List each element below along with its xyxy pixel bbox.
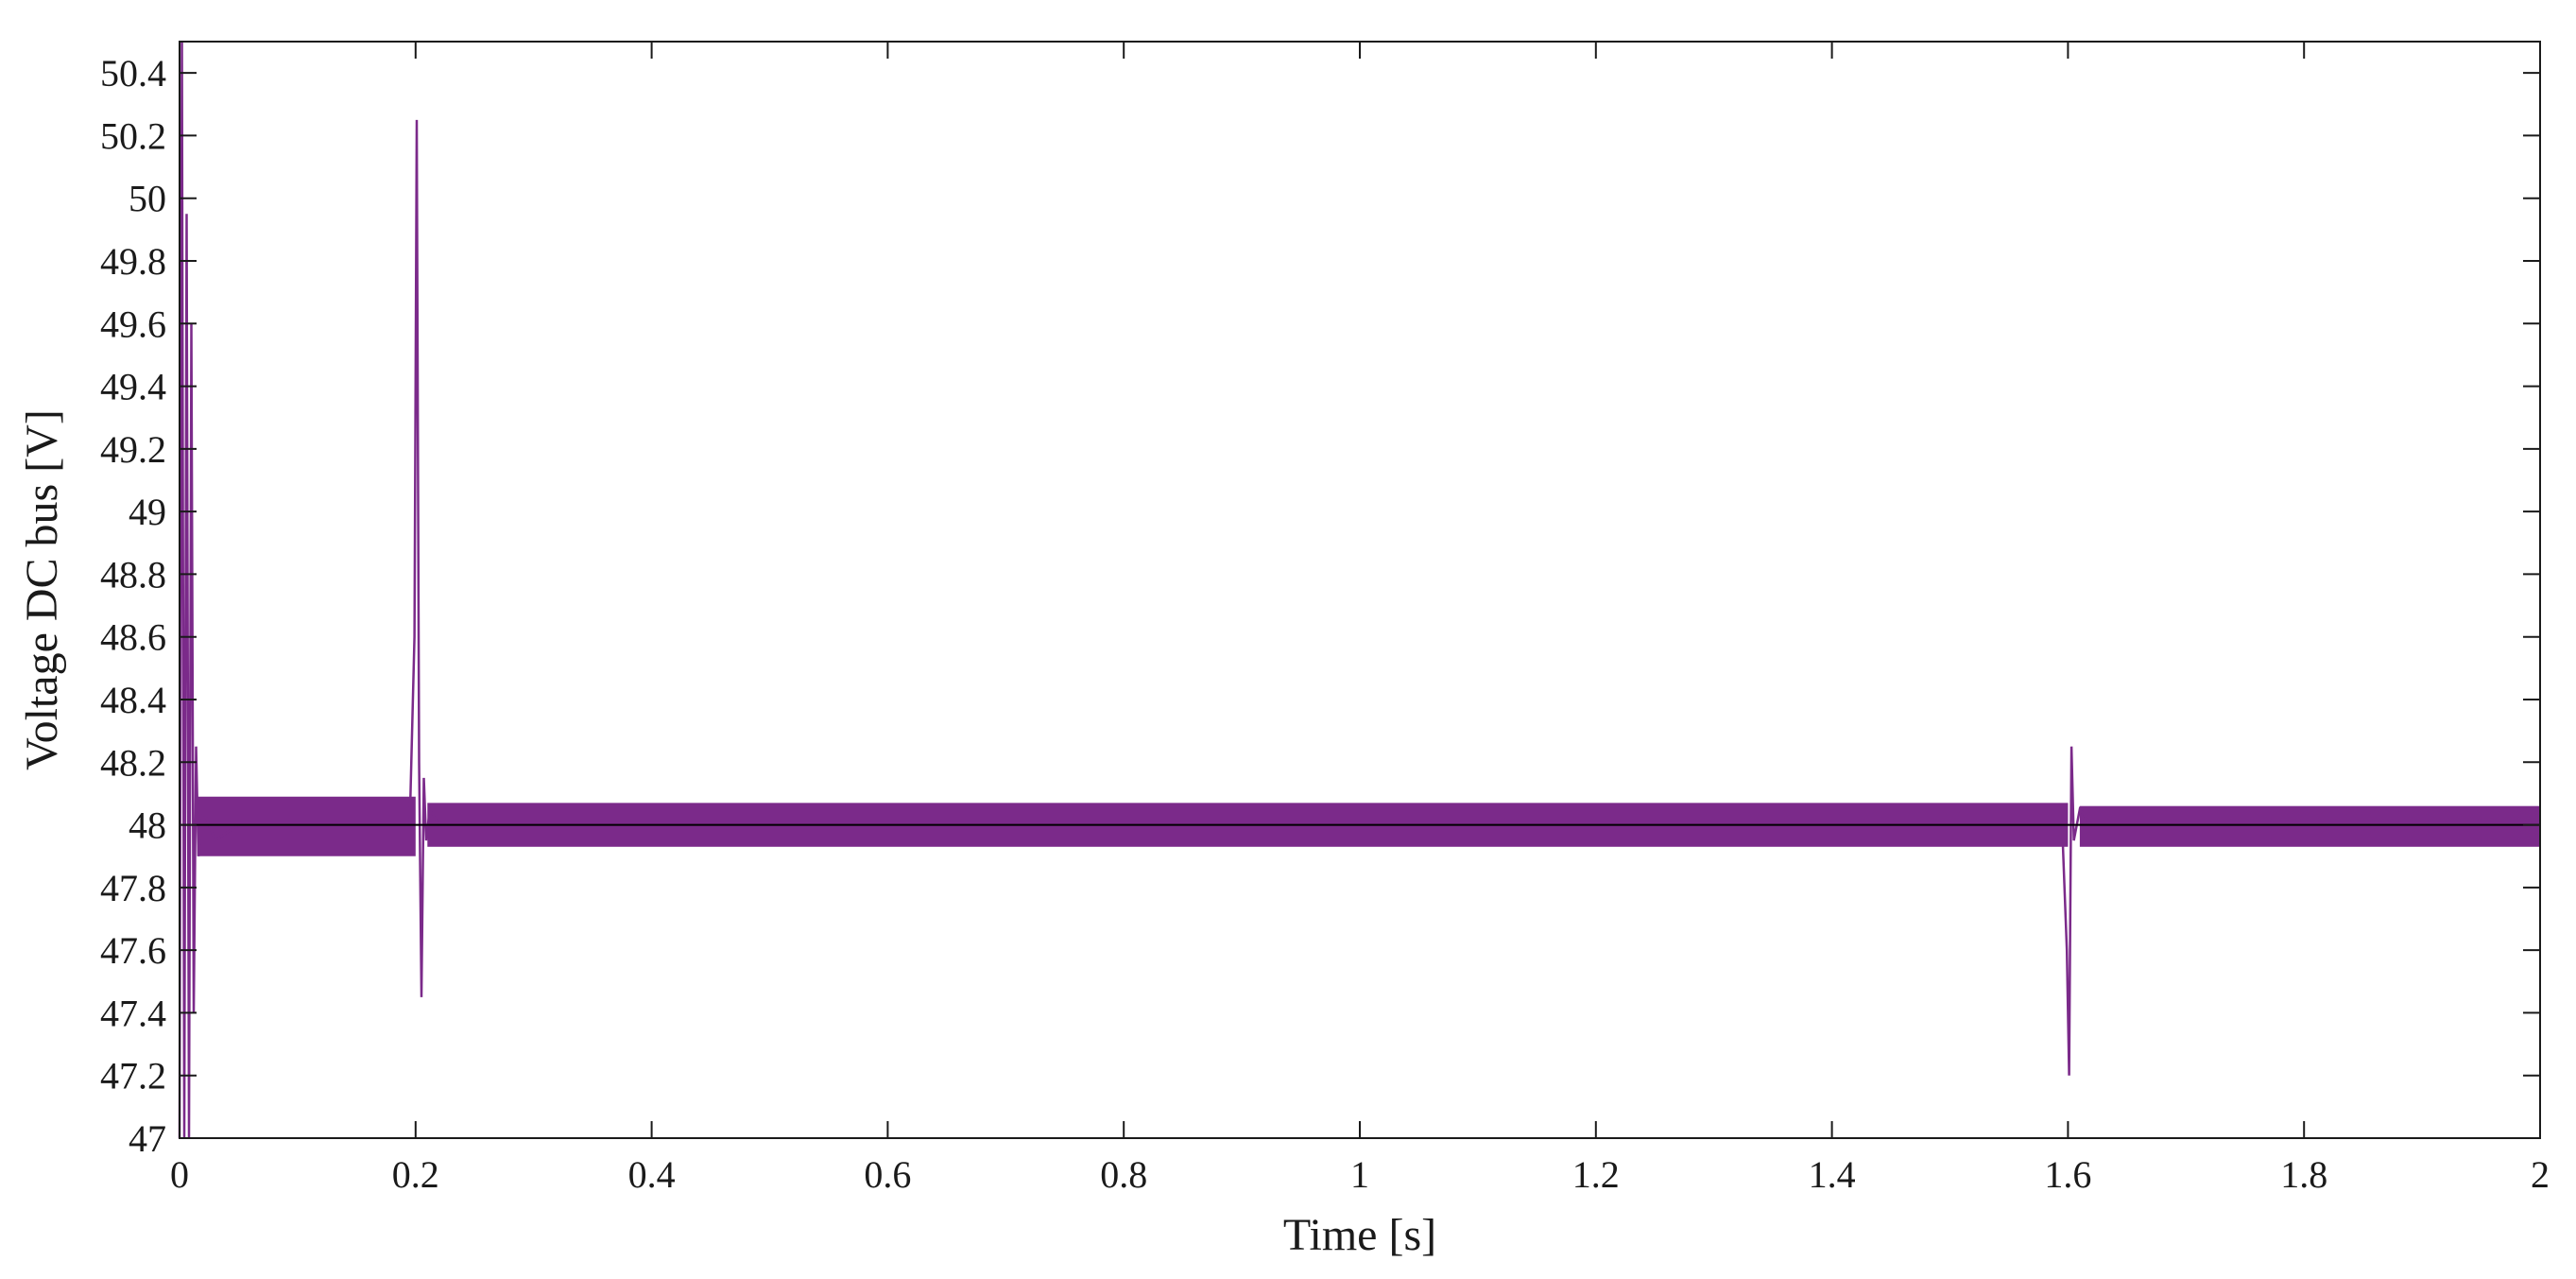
y-tick-label: 47.2 <box>100 1055 166 1098</box>
plot-frame <box>179 41 2541 1139</box>
y-tick-label: 48 <box>129 804 166 847</box>
y-tick-label: 49.6 <box>100 302 166 345</box>
ripple-bands <box>197 796 2540 856</box>
x-tick-label: 0.8 <box>1100 1153 1147 1196</box>
x-tick-label: 0.6 <box>864 1153 911 1196</box>
y-tick-label: 50 <box>129 178 166 220</box>
y-tick-label: 49.8 <box>100 240 166 283</box>
y-tick-label: 47.8 <box>100 867 166 909</box>
x-tick-label: 0 <box>170 1153 189 1196</box>
x-tick-label: 1.4 <box>1809 1153 1856 1196</box>
y-tick-label: 48.2 <box>100 741 166 784</box>
series-lines <box>178 41 2540 1139</box>
y-tick-label: 48.6 <box>100 616 166 659</box>
y-tick-label: 50.2 <box>100 114 166 157</box>
y-tick-label: 48.4 <box>100 679 166 721</box>
y-tick-label: 47.4 <box>100 992 166 1034</box>
x-tick-label: 0.4 <box>628 1153 676 1196</box>
y-axis: 47 47.2 47.4 47.6 47.8 48 48.2 48.4 48.6 48.8 49 49… <box>100 52 2540 1160</box>
y-tick-label: 49.4 <box>100 366 166 408</box>
y-tick-label: 47.6 <box>100 929 166 972</box>
x-tick-label: 0.2 <box>392 1153 439 1196</box>
x-tick-label: 1.2 <box>1572 1153 1620 1196</box>
x-tick-label: 1 <box>1350 1153 1369 1196</box>
x-tick-label: 1.8 <box>2280 1153 2327 1196</box>
ripple-band-2 <box>2079 805 2540 847</box>
y-axis-label: Voltage DC bus [V] <box>17 409 67 770</box>
voltage-series-line <box>178 41 2540 1139</box>
y-tick-label: 50.4 <box>100 52 166 95</box>
ripple-band-0 <box>197 796 416 856</box>
y-tick-label: 49 <box>129 491 166 533</box>
x-axis-label: Time [s] <box>1283 1210 1436 1260</box>
y-tick-label: 48.8 <box>100 553 166 596</box>
x-tick-label: 2 <box>2531 1153 2550 1196</box>
x-tick-label: 1.6 <box>2044 1153 2091 1196</box>
y-tick-label: 47 <box>129 1117 166 1160</box>
y-tick-label: 49.2 <box>100 428 166 471</box>
x-axis: 0 0.2 0.4 0.6 0.8 1 1.2 1.4 1.6 1.8 2 <box>170 42 2550 1196</box>
